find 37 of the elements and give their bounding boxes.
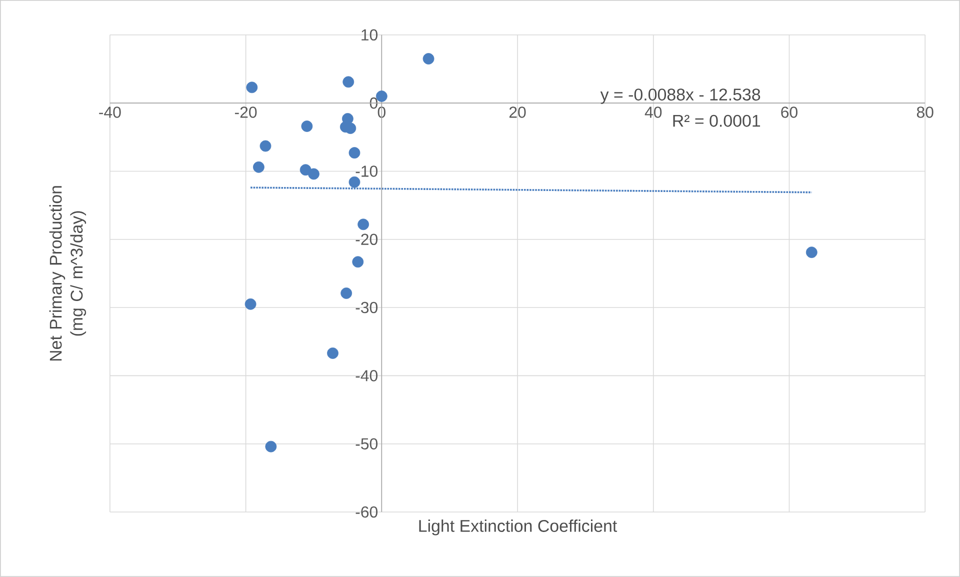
y-tick-label: -20 bbox=[356, 234, 378, 246]
y-tick-label: 0 bbox=[370, 97, 378, 109]
point bbox=[376, 90, 388, 102]
point bbox=[327, 348, 338, 359]
point bbox=[253, 161, 264, 173]
point bbox=[244, 298, 256, 310]
point bbox=[260, 140, 272, 152]
x-tick-label: 0 bbox=[378, 106, 386, 118]
y-tick-label: -40 bbox=[356, 370, 378, 382]
point bbox=[342, 76, 354, 88]
x-tick-label: -40 bbox=[99, 106, 121, 118]
y-tick-label: -10 bbox=[356, 166, 378, 177]
x-tick-label: 80 bbox=[916, 106, 934, 118]
point bbox=[340, 288, 352, 299]
annotation: y = -0.0088x - 12.538 bbox=[600, 88, 760, 104]
x-tick-label: -20 bbox=[234, 106, 257, 118]
point bbox=[308, 168, 320, 180]
point bbox=[422, 53, 434, 65]
point bbox=[358, 218, 370, 230]
x-tick-label: 20 bbox=[509, 106, 526, 118]
point bbox=[348, 176, 360, 188]
point bbox=[348, 147, 360, 159]
point bbox=[352, 256, 364, 268]
point bbox=[300, 164, 312, 176]
x-tick-label: 60 bbox=[781, 106, 798, 118]
x-tick-label: 40 bbox=[644, 106, 662, 118]
y-axis-title: Net Primary Production (mg C/ m^3/day) bbox=[49, 186, 86, 361]
point bbox=[265, 440, 277, 452]
x-axis-title: Light Extinction Coefficient bbox=[419, 520, 618, 536]
y-tick-label: -30 bbox=[356, 302, 378, 314]
point bbox=[246, 82, 258, 94]
y-tick-label: -60 bbox=[356, 506, 378, 518]
annotation: R² = 0.0001 bbox=[673, 114, 760, 127]
point bbox=[301, 120, 313, 132]
point bbox=[806, 246, 818, 258]
y-tick-label: 10 bbox=[362, 29, 378, 41]
y-tick-label: -50 bbox=[356, 438, 378, 450]
